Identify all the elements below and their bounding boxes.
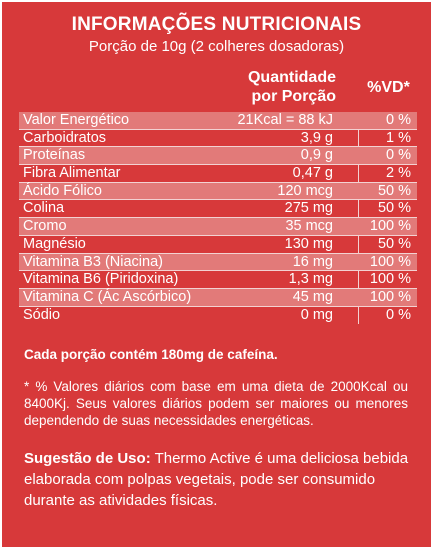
daily-value-footnote: * % Valores diários com base em uma diet…: [24, 379, 408, 428]
nutrient-amount: 130 mg: [284, 235, 333, 252]
nutrient-name: Vitamina B3 (Niacina): [23, 253, 163, 270]
quantity-column-header: Quantidade por Porção: [232, 68, 336, 106]
nutrient-name: Cromo: [23, 218, 67, 235]
nutrient-vd: 0 %: [386, 147, 411, 164]
nutrient-amount: 275 mg: [284, 200, 333, 217]
nutrient-vd: 100 %: [369, 271, 411, 288]
nutrient-name: Sódio: [23, 306, 61, 323]
nutrient-amount: 21Kcal = 88 kJ: [237, 112, 333, 128]
quantity-header-line2: por Porção: [251, 88, 336, 105]
table-row: Ácido Fólico 120 mcg 50 %: [19, 182, 417, 201]
table-row: Vitamina B6 (Piridoxina) 1,3 mg 100 %: [19, 271, 417, 289]
usage-text: Thermo Active é uma deliciosa bebida ela…: [24, 450, 409, 509]
nutrient-vd: 100 %: [369, 253, 411, 270]
nutrient-amount: 0 mg: [300, 306, 333, 323]
nutrient-name: Valor Energético: [23, 112, 130, 128]
nutrient-vd: 0 %: [386, 112, 411, 128]
nutrient-amount: 3,9 g: [300, 129, 333, 146]
nutrient-vd: 50 %: [377, 235, 411, 252]
nutrient-name: Carboidratos: [23, 129, 107, 146]
nutrient-vd: 2 %: [386, 165, 411, 182]
nutrient-amount: 120 mcg: [277, 182, 333, 199]
nutrient-vd: 100 %: [369, 218, 411, 235]
table-row: Proteínas 0,9 g 0 %: [19, 147, 417, 166]
nutrient-amount: 0,47 g: [292, 165, 333, 182]
quantity-header-line1: Quantidade: [247, 69, 336, 86]
serving-size: Porção de 10g (2 colheres dosadoras): [88, 38, 345, 55]
nutrient-name: Colina: [23, 200, 65, 217]
nutrient-name: Magnésio: [23, 235, 86, 252]
nutrient-vd: 100 %: [369, 288, 411, 305]
nutrient-vd: 1 %: [386, 129, 411, 146]
nutrient-vd: 50 %: [377, 182, 411, 199]
nutrient-name: Fibra Alimentar: [23, 165, 121, 182]
nutrient-name: Vitamina C (Ác Ascórbico): [23, 288, 192, 305]
table-row: Vitamina C (Ác Ascórbico) 45 mg 100 %: [19, 288, 417, 307]
nutrient-vd: 50 %: [377, 200, 411, 217]
nutrient-vd: 0 %: [386, 306, 411, 323]
nutrient-name: Proteínas: [23, 147, 86, 164]
nutrition-table: Valor Energético 21Kcal = 88 kJ 0 % Carboid…: [19, 112, 417, 325]
caffeine-note: Cada porção contém 180mg de cafeína.: [24, 347, 278, 362]
vd-column-header: %VD*: [367, 79, 410, 96]
table-row: Colina 275 mg 50 %: [19, 200, 417, 219]
table-row: Cromo 35 mcg 100 %: [19, 218, 417, 236]
table-row: Carboidratos 3,9 g 1 %: [19, 130, 417, 148]
table-row: Valor Energético 21Kcal = 88 kJ 0 %: [19, 112, 417, 130]
table-row: Sódio 0 mg 0 %: [19, 307, 417, 325]
table-row: Magnésio 130 mg 50 %: [19, 236, 417, 254]
nutrient-name: Ácido Fólico: [23, 182, 102, 199]
nutrient-name: Vitamina B6 (Piridoxina): [23, 271, 179, 288]
table-row: Fibra Alimentar 0,47 g 2 %: [19, 165, 417, 183]
panel-title: INFORMAÇÕES NUTRICIONAIS: [71, 14, 362, 35]
nutrient-amount: 0,9 g: [300, 147, 333, 164]
table-row: Vitamina B3 (Niacina) 16 mg 100 %: [19, 253, 417, 272]
usage-label: Sugestão de Uso:: [24, 450, 151, 467]
usage-suggestion: Sugestão de Uso: Thermo Active é uma del…: [24, 448, 412, 511]
nutrient-amount: 35 mcg: [285, 218, 333, 235]
nutrient-amount: 16 mg: [292, 253, 333, 270]
nutrient-amount: 45 mg: [292, 288, 333, 305]
nutrient-amount: 1,3 mg: [288, 271, 333, 288]
